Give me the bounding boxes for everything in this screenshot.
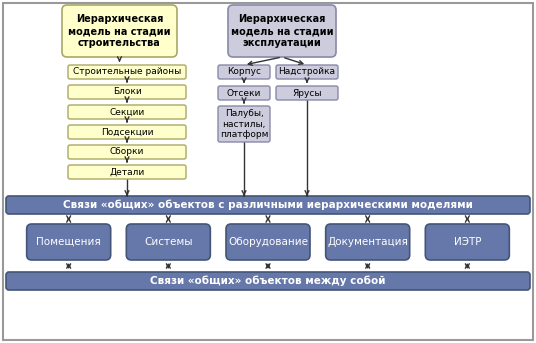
FancyBboxPatch shape	[276, 86, 338, 100]
FancyBboxPatch shape	[68, 85, 186, 99]
Text: Строительные районы: Строительные районы	[73, 68, 181, 76]
Text: Палубы,
настилы,
платформ: Палубы, настилы, платформ	[220, 109, 268, 139]
FancyBboxPatch shape	[6, 196, 530, 214]
Text: Иерархическая
модель на стадии
эксплуатации: Иерархическая модель на стадии эксплуата…	[230, 14, 333, 48]
Text: Детали: Детали	[109, 167, 145, 177]
FancyBboxPatch shape	[426, 224, 509, 260]
Text: Ярусы: Ярусы	[292, 88, 322, 97]
FancyBboxPatch shape	[228, 5, 336, 57]
Text: Надстройка: Надстройка	[279, 68, 336, 76]
FancyBboxPatch shape	[6, 272, 530, 290]
Text: Отсеки: Отсеки	[227, 88, 261, 97]
FancyBboxPatch shape	[27, 224, 110, 260]
FancyBboxPatch shape	[218, 106, 270, 142]
Text: Блоки: Блоки	[113, 87, 142, 96]
FancyBboxPatch shape	[62, 5, 177, 57]
Text: Системы: Системы	[144, 237, 192, 247]
Text: Связи «общих» объектов с различными иерархическими моделями: Связи «общих» объектов с различными иера…	[63, 200, 473, 210]
Text: ИЭТР: ИЭТР	[453, 237, 481, 247]
Text: Документация: Документация	[327, 237, 408, 247]
Text: Корпус: Корпус	[227, 68, 261, 76]
FancyBboxPatch shape	[126, 224, 210, 260]
FancyBboxPatch shape	[226, 224, 310, 260]
Text: Сборки: Сборки	[110, 147, 144, 156]
Text: Иерархическая
модель на стадии
строительства: Иерархическая модель на стадии строитель…	[68, 14, 171, 48]
FancyBboxPatch shape	[68, 125, 186, 139]
Text: Помещения: Помещения	[36, 237, 101, 247]
FancyBboxPatch shape	[68, 165, 186, 179]
Text: Оборудование: Оборудование	[228, 237, 308, 247]
FancyBboxPatch shape	[68, 105, 186, 119]
FancyBboxPatch shape	[218, 65, 270, 79]
FancyBboxPatch shape	[326, 224, 410, 260]
FancyBboxPatch shape	[276, 65, 338, 79]
Text: Связи «общих» объектов между собой: Связи «общих» объектов между собой	[150, 276, 386, 286]
FancyBboxPatch shape	[218, 86, 270, 100]
FancyBboxPatch shape	[68, 65, 186, 79]
Text: Подсекции: Подсекции	[101, 128, 153, 137]
Text: Секции: Секции	[109, 107, 145, 117]
FancyBboxPatch shape	[68, 145, 186, 159]
